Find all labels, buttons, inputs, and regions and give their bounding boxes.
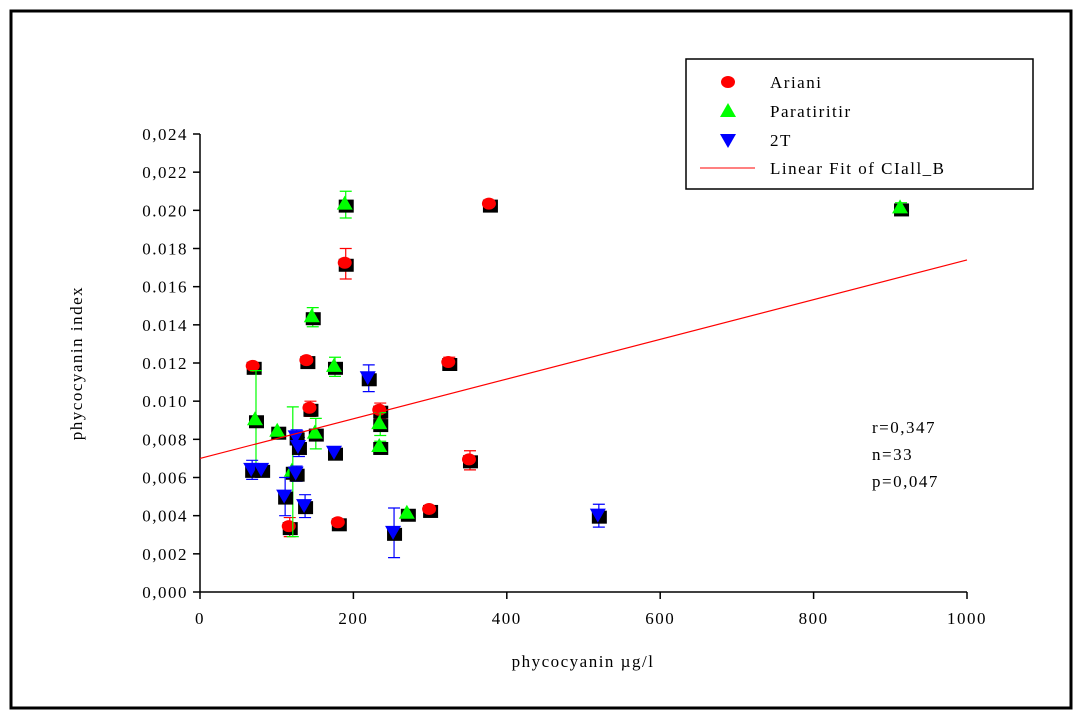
point: [422, 502, 437, 515]
point: [281, 520, 296, 533]
y-axis-label: phycocyanin index: [67, 286, 86, 440]
y-tick-label: 0.012: [142, 354, 188, 373]
point: [245, 359, 260, 372]
legend-label: Linear Fit of CIall_B: [770, 159, 946, 178]
point: [481, 197, 496, 210]
y-tick-label: 0,000: [142, 583, 188, 602]
point: [287, 466, 304, 481]
point: [330, 516, 345, 529]
x-tick-label: 800: [799, 609, 829, 628]
annotation: n=33: [872, 445, 913, 464]
point: [299, 354, 314, 367]
y-tick-label: 0,024: [142, 125, 188, 144]
point: [398, 504, 415, 519]
point: [325, 357, 342, 372]
point: [303, 308, 320, 323]
annotation: r=0,347: [872, 418, 936, 437]
y-tick-label: 0,002: [142, 545, 188, 564]
y-tick-label: 0.014: [142, 316, 188, 335]
point: [441, 356, 456, 368]
point: [385, 525, 402, 540]
y-tick-label: 0,022: [142, 163, 188, 182]
y-tick-label: 0.010: [142, 392, 188, 411]
x-tick-label: 200: [338, 609, 368, 628]
point: [359, 371, 376, 386]
annotation: p=0,047: [872, 472, 939, 491]
legend-label: Paratiritir: [770, 102, 852, 121]
point: [461, 453, 476, 466]
point: [287, 430, 304, 445]
legend-box: [685, 58, 1034, 190]
point: [302, 401, 317, 414]
frame: [9, 9, 1073, 710]
point: [306, 424, 323, 439]
x-tick-label: 600: [645, 609, 675, 628]
point: [296, 499, 313, 514]
x-tick-label: 400: [492, 609, 522, 628]
point: [337, 256, 352, 269]
point: [246, 411, 263, 426]
point: [336, 195, 353, 210]
point: [269, 422, 286, 437]
y-tick-label: 0.016: [142, 278, 188, 297]
legend-label: Ariani: [770, 73, 822, 92]
point: [589, 508, 606, 523]
point: [892, 199, 909, 214]
x-tick-label: 0: [195, 609, 205, 628]
point: [253, 462, 270, 477]
y-tick-label: 0.018: [142, 240, 188, 259]
y-tick-label: 0.020: [142, 201, 188, 220]
legend-marker: [720, 103, 736, 117]
point: [325, 445, 342, 460]
fit-line: [199, 259, 968, 459]
legend-label: 2T: [770, 131, 792, 150]
x-tick-label: 1000: [947, 609, 987, 628]
point: [371, 437, 388, 452]
y-tick-label: 0,006: [142, 469, 188, 488]
legend-marker: [721, 76, 735, 88]
point: [371, 415, 388, 430]
x-axis-label: phycocyanin µg/l: [512, 652, 655, 671]
y-tick-label: 0,004: [142, 507, 188, 526]
point: [289, 439, 306, 454]
point: [276, 489, 293, 504]
y-tick-label: 0,008: [142, 430, 188, 449]
legend-marker: [720, 134, 736, 148]
